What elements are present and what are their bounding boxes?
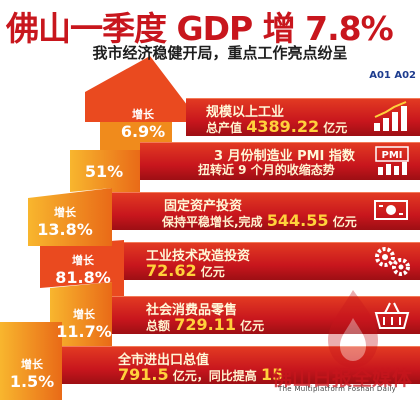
watermark-sub: The Multiplatform Foshan Daily: [278, 385, 397, 393]
money-bill-icon: [374, 200, 408, 220]
item-title: 社会消费品零售: [146, 303, 238, 318]
pmi-chart-icon: PMI: [375, 146, 409, 175]
subtitle: 我市经济稳健开局，重点工作亮点纷呈: [92, 44, 348, 62]
item-title: 规模以上工业: [206, 105, 285, 120]
item-bar: [112, 296, 420, 334]
gears-icon: [375, 247, 410, 276]
item-detail: 72.62 亿元: [146, 261, 225, 280]
step-value: 81.8%: [55, 268, 111, 287]
item-bar: [186, 98, 420, 136]
item-number: 791.5: [118, 365, 169, 384]
step-value: 13.8%: [37, 220, 93, 239]
step-label-1: 增长 6.9%: [110, 106, 176, 141]
item-unit: 亿元: [323, 121, 348, 135]
item-detail: 总产值 4389.22 亿元: [206, 117, 347, 136]
item-prefix: 总额: [146, 319, 171, 333]
item-tech-upgrade-investment: 工业技术改造投资 72.62 亿元: [0, 240, 420, 282]
step-2: [70, 150, 140, 198]
step-value: 6.9%: [120, 122, 166, 141]
item-suffix: 15: [261, 365, 284, 384]
item-unit: 亿元: [240, 319, 265, 333]
item-bar: [112, 192, 420, 230]
item-number: 72.62: [146, 261, 197, 280]
item-title: 3 月份制造业 PMI 指数: [214, 149, 355, 164]
step-3: [28, 188, 112, 246]
item-prefix: 扭转近 9 个月的收缩态势: [198, 163, 335, 177]
item-title: 固定资产投资: [164, 199, 243, 214]
step-value: 51%: [84, 162, 124, 181]
item-industrial-output: 规模以上工业 总产值 4389.22 亿元: [0, 96, 420, 138]
item-manufacturing-pmi: 3 月份制造业 PMI 指数 扭转近 9 个月的收缩态势 PMI: [0, 140, 420, 182]
item-unit: 亿元，同比提高: [172, 369, 257, 383]
step-label-2: 51%: [74, 162, 134, 181]
step-label-5: 增长 11.7%: [56, 306, 112, 341]
shopping-basket-icon: [374, 302, 410, 329]
step-value: 11.7%: [56, 322, 112, 341]
watermark-brand: 佛山日报全媒体: [272, 366, 412, 390]
item-unit: 亿元: [200, 265, 225, 279]
item-number: 544.55: [266, 211, 329, 230]
step-4: [40, 240, 124, 300]
step-6: [0, 322, 62, 400]
item-bar: [140, 142, 420, 180]
item-retail-sales: 社会消费品零售 总额 729.11 亿元: [0, 294, 420, 336]
step-label-text: 增长: [73, 308, 95, 321]
step-5: [50, 282, 112, 348]
flame-logo-icon: [328, 290, 378, 368]
step-label-4: 增长 81.8%: [50, 252, 116, 287]
item-number: 729.11: [174, 315, 236, 334]
item-prefix: 总产值: [206, 121, 243, 135]
item-fixed-asset-investment: 固定资产投资 保持平稳增长,完成 544.55 亿元: [0, 190, 420, 232]
rising-bar-chart-icon: [374, 101, 407, 131]
step-label-text: 增长: [72, 254, 94, 267]
item-prefix: 保持平稳增长,完成: [162, 215, 263, 229]
item-detail: 扭转近 9 个月的收缩态势: [198, 161, 335, 178]
step-value: 1.5%: [9, 372, 55, 391]
item-bar: [62, 346, 420, 384]
item-number: 4389.22: [246, 117, 320, 136]
step-label-6: 增长 1.5%: [4, 356, 60, 391]
item-detail: 总额 729.11 亿元: [146, 315, 264, 334]
page-tag: A01 A02: [369, 70, 416, 81]
item-import-export: 全市进出口总值 791.5 亿元，同比提高 15: [0, 344, 420, 386]
item-unit: 亿元: [332, 215, 357, 229]
item-title: 全市进出口总值: [118, 353, 210, 368]
headline: 佛山一季度 GDP 增 7.8%: [6, 9, 394, 48]
item-detail: 791.5 亿元，同比提高 15: [118, 365, 283, 384]
item-detail: 保持平稳增长,完成 544.55 亿元: [162, 211, 357, 230]
item-bar: [124, 242, 420, 280]
svg-text:PMI: PMI: [381, 150, 402, 161]
step-label-text: 增长: [21, 358, 43, 371]
step-label-3: 增长 13.8%: [30, 204, 100, 239]
step-label-text: 增长: [132, 108, 154, 121]
step-label-text: 增长: [54, 206, 76, 219]
item-title: 工业技术改造投资: [146, 249, 251, 264]
